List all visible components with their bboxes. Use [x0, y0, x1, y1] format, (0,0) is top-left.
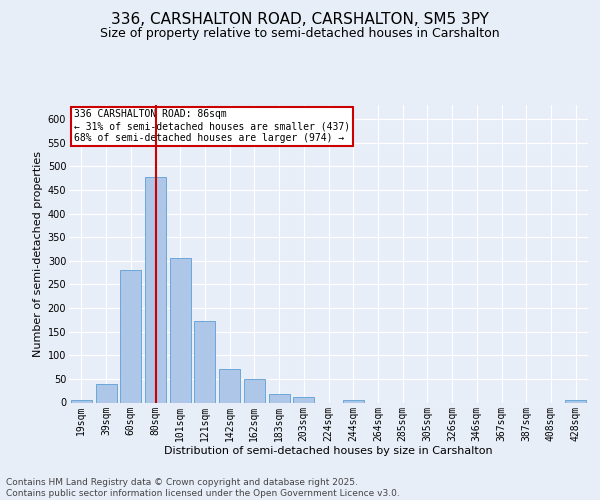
Bar: [219, 368, 240, 402]
Bar: [565, 400, 586, 402]
Bar: [194, 321, 215, 402]
X-axis label: Distribution of semi-detached houses by size in Carshalton: Distribution of semi-detached houses by …: [164, 446, 493, 456]
Text: 336 CARSHALTON ROAD: 86sqm
← 31% of semi-detached houses are smaller (437)
68% o: 336 CARSHALTON ROAD: 86sqm ← 31% of semi…: [74, 110, 350, 142]
Bar: [145, 177, 166, 402]
Bar: [269, 394, 290, 402]
Text: Contains HM Land Registry data © Crown copyright and database right 2025.
Contai: Contains HM Land Registry data © Crown c…: [6, 478, 400, 498]
Bar: [71, 400, 92, 402]
Y-axis label: Number of semi-detached properties: Number of semi-detached properties: [34, 151, 43, 357]
Text: 336, CARSHALTON ROAD, CARSHALTON, SM5 3PY: 336, CARSHALTON ROAD, CARSHALTON, SM5 3P…: [111, 12, 489, 28]
Text: Size of property relative to semi-detached houses in Carshalton: Size of property relative to semi-detach…: [100, 28, 500, 40]
Bar: [293, 397, 314, 402]
Bar: [343, 400, 364, 402]
Bar: [120, 270, 141, 402]
Bar: [170, 258, 191, 402]
Bar: [244, 379, 265, 402]
Bar: [95, 384, 116, 402]
